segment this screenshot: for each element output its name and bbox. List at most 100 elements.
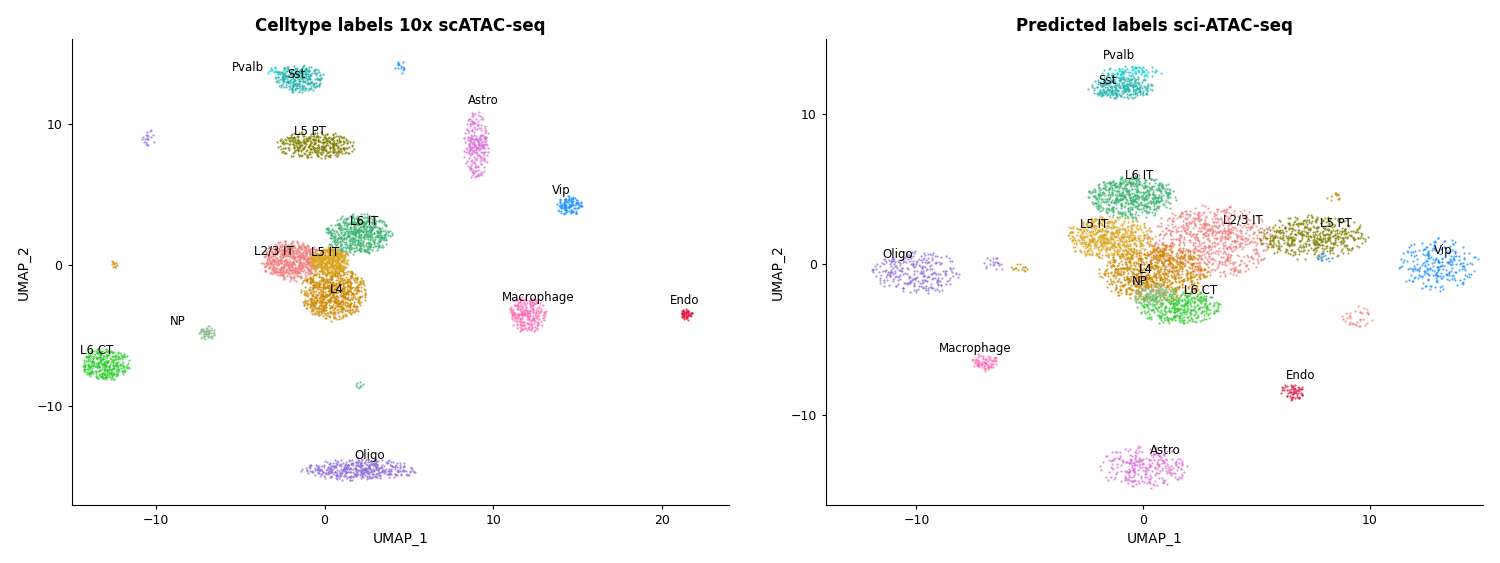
Point [328,291,352,300]
Point [1116,179,1140,188]
Point [1131,190,1155,199]
Point [308,297,332,306]
Point [1148,268,1172,277]
Point [326,296,350,305]
Point [1188,269,1212,278]
Point [1092,197,1116,206]
Point [324,239,348,248]
Point [340,141,364,150]
Point [290,285,314,294]
Point [1101,242,1125,251]
Point [300,269,324,278]
Point [1149,245,1173,254]
Point [1244,244,1268,253]
Point [1089,230,1113,239]
Point [1179,294,1203,303]
Point [342,308,366,317]
Point [454,159,478,168]
Point [354,238,378,247]
Point [1128,254,1152,263]
Point [1407,245,1431,254]
Point [1096,475,1120,484]
Point [330,307,354,316]
Point [344,282,368,291]
Point [300,251,324,260]
Point [1174,271,1198,280]
Point [1131,187,1155,196]
Point [356,471,380,480]
Point [1107,247,1131,256]
Point [1310,249,1334,258]
Point [1130,68,1154,77]
Point [1150,240,1174,249]
Point [312,307,336,316]
Point [1096,221,1120,230]
Point [297,268,321,277]
Point [1074,251,1098,260]
Point [1323,220,1347,229]
Point [1131,84,1155,93]
Point [1254,234,1278,243]
Point [326,458,350,467]
Point [75,361,99,370]
Point [327,263,351,272]
Point [368,242,392,251]
Point [1326,216,1350,225]
Point [1412,244,1436,253]
Point [1196,310,1219,319]
Point [87,363,111,372]
Point [369,471,393,480]
Point [1102,218,1126,227]
Point [474,133,498,142]
Point [1280,245,1304,254]
Point [1176,284,1200,293]
Point [1152,247,1176,256]
Point [279,251,303,260]
Point [290,74,314,83]
Point [974,359,998,368]
Point [386,470,410,479]
Point [358,240,382,249]
Point [1094,472,1118,481]
Point [534,306,558,315]
Point [984,254,1008,263]
Point [1060,227,1084,236]
Point [531,316,555,325]
Point [366,466,390,475]
Point [1176,247,1200,256]
Point [1096,245,1120,254]
Point [262,67,286,76]
Point [1120,472,1144,481]
Point [318,258,342,267]
Point [886,272,910,282]
Point [1228,213,1252,222]
Point [87,358,111,367]
Point [1112,252,1136,261]
Point [1070,238,1094,247]
Point [86,363,109,372]
Point [1191,230,1215,239]
Point [338,271,362,280]
Point [342,289,366,298]
Point [1326,216,1350,225]
Point [1347,307,1371,316]
Point [258,244,282,253]
Point [518,297,542,306]
Point [462,128,486,137]
Point [509,302,532,311]
Point [1215,256,1239,265]
Point [1102,222,1126,231]
Point [102,355,126,364]
Point [1416,249,1440,258]
Point [315,263,339,272]
Point [328,222,352,231]
Point [330,297,354,306]
Point [315,245,339,254]
Point [1280,390,1304,399]
Point [348,220,372,229]
Point [1323,233,1347,242]
Point [302,136,326,145]
Point [294,256,318,265]
Point [1170,208,1194,217]
Point [255,254,279,263]
